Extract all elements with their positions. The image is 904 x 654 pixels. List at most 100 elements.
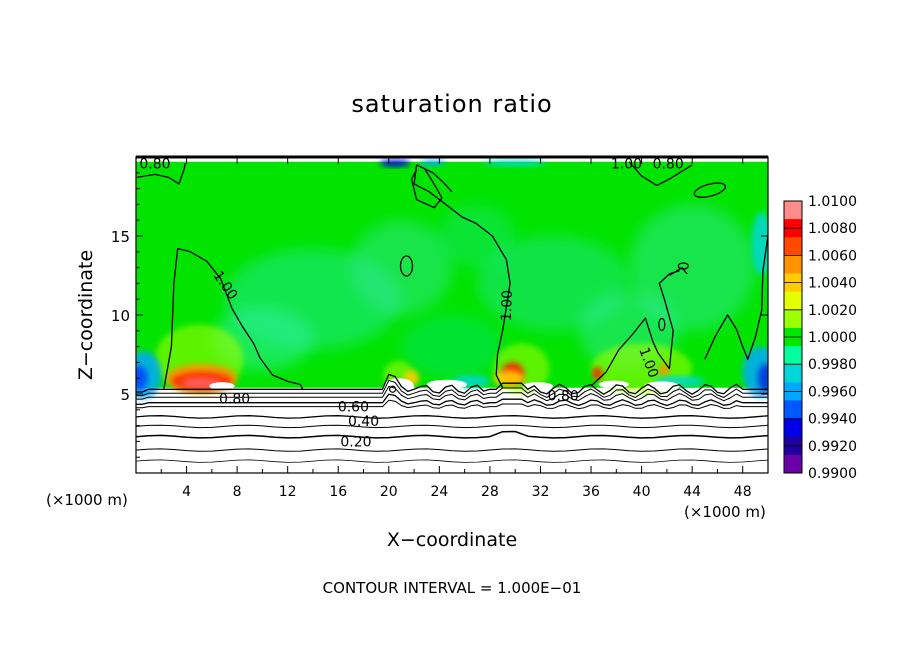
contour-label-group: 1.00 [499, 290, 516, 322]
contour-1.00-center [413, 164, 511, 388]
contour-label-group: 0.40 [348, 414, 379, 430]
y-axis-label: Z−coordinate [75, 250, 97, 380]
colorbar-swatch [784, 418, 802, 438]
contour-0.20 [136, 430, 768, 439]
colorbar-label: 1.0060 [808, 248, 857, 264]
contour-1.00-left [163, 247, 304, 390]
colorbar: 1.0100 1.0080 1.0060 1.0040 1.0020 1.0000 0.99… [783, 194, 857, 482]
contour-label: 0.80 [139, 156, 170, 172]
y-tick-label-10: 10 [111, 307, 130, 325]
contour-0.05 [136, 459, 768, 463]
clear-pocket-1 [426, 379, 468, 390]
contour-loop-4 [658, 317, 666, 332]
contour-label-group: 0.80 [139, 156, 170, 172]
contour-1.00-top-right [628, 161, 693, 187]
colorbar-label: 0.9960 [808, 384, 857, 400]
contour-0.80-surface-b [136, 380, 768, 398]
contour-label: 1.00 [499, 290, 516, 322]
colorbar-label: 1.0040 [808, 276, 857, 292]
supersaturated-zone-4 [493, 370, 525, 387]
contour-label-group: 0.80 [219, 392, 250, 408]
colorbar-swatch [784, 400, 802, 420]
x-tick-label-8: 8 [233, 484, 242, 500]
y-tick-label-15: 15 [111, 228, 130, 246]
y-axis: 5 10 15 [111, 172, 768, 458]
colorbar-label: 0.9920 [808, 439, 857, 455]
x-tick-label-40: 40 [633, 484, 651, 500]
contour-0.50 [136, 399, 768, 410]
field-shading-7 [439, 204, 516, 268]
subsaturated-edge-7 [379, 159, 411, 168]
colorbar-swatch [784, 364, 802, 383]
contour-loop-2 [693, 182, 727, 198]
colorbar-label: 0.9940 [808, 412, 857, 428]
x-unit-left: (×1000 m) [46, 491, 128, 509]
chart-title: saturation ratio [351, 90, 552, 118]
subsaturated-edge-9 [483, 160, 547, 167]
contour-1.00-right-edge [704, 235, 768, 360]
contour-0.40 [136, 415, 768, 419]
x-tick-label-44: 44 [683, 484, 701, 500]
contour-0.10 [136, 448, 768, 452]
contour-label-group: 1.00 [611, 156, 642, 172]
contour-0.70 [136, 386, 768, 402]
colorbar-swatch [784, 237, 802, 256]
subsaturated-edge-3 [757, 363, 768, 393]
contour-label-group: 0.80 [653, 156, 684, 172]
colorbar-swatch [784, 309, 802, 329]
contour-0.80-top-left [136, 163, 186, 185]
colorbar-label: 0.9900 [808, 466, 857, 482]
colorbar-swatch [784, 346, 802, 365]
contour-loop-1 [399, 255, 414, 277]
contour-1.00-top-loop [410, 167, 443, 209]
contour-loop-3 [677, 262, 689, 270]
y-tick-label-5: 5 [120, 386, 130, 404]
subsaturated-edge-8 [420, 160, 446, 167]
contour-0.30 [136, 424, 768, 429]
colorbar-label: 1.0080 [808, 221, 857, 237]
saturation-field [136, 159, 768, 473]
contour-label: 1.00 [611, 156, 642, 172]
contour-label: 0.40 [348, 414, 379, 430]
x-tick-label-4: 4 [182, 484, 191, 500]
supersaturated-zone-5 [592, 367, 603, 380]
contour-label-group: 0.80 [548, 389, 579, 405]
supersaturated-zone-6 [659, 363, 670, 377]
x-tick-label-20: 20 [380, 484, 398, 500]
subsaturated-edge-4 [751, 212, 768, 276]
x-unit-right: (×1000 m) [684, 503, 766, 521]
colorbar-swatch [784, 291, 802, 311]
field-shading-1 [350, 220, 452, 315]
contour-label: 0.80 [219, 392, 250, 408]
x-axis: 4 8 12 16 20 24 28 32 36 40 44 48 [160, 157, 752, 500]
contour-0.80-surface-a [136, 373, 768, 395]
field-shading-4 [401, 315, 503, 379]
x-tick-label-12: 12 [279, 484, 297, 500]
contour-interval-note: CONTOUR INTERVAL = 1.000E−01 [323, 579, 582, 597]
contour-label: 0.80 [548, 389, 579, 405]
colorbar-label: 1.0100 [808, 194, 857, 210]
contour-0.60 [136, 393, 768, 407]
field-shading-3 [628, 204, 756, 331]
contour-label: 0.20 [340, 434, 371, 450]
contour-1.00-right-lobe [669, 266, 688, 277]
x-tick-label-32: 32 [532, 484, 550, 500]
clear-pocket-2 [598, 380, 629, 389]
contour-label-group: 0.20 [340, 434, 371, 450]
x-tick-label-48: 48 [734, 484, 752, 500]
colorbar-swatch [784, 454, 802, 474]
colorbar-label: 0.9980 [808, 357, 857, 373]
contour-label: 0.60 [338, 400, 369, 416]
contour-label-group: 0.60 [338, 400, 369, 416]
x-tick-label-16: 16 [329, 484, 347, 500]
colorbar-swatch [784, 255, 802, 275]
contour-label: 0.80 [653, 156, 684, 172]
colorbar-label: 1.0000 [808, 330, 857, 346]
x-tick-label-28: 28 [481, 484, 499, 500]
subsaturated-edge-1 [136, 365, 148, 391]
colorbar-label: 1.0020 [808, 303, 857, 319]
contour-lines [136, 161, 768, 463]
clear-pocket-4 [209, 382, 235, 391]
x-axis-label: X−coordinate [387, 529, 517, 551]
x-tick-label-24: 24 [430, 484, 448, 500]
